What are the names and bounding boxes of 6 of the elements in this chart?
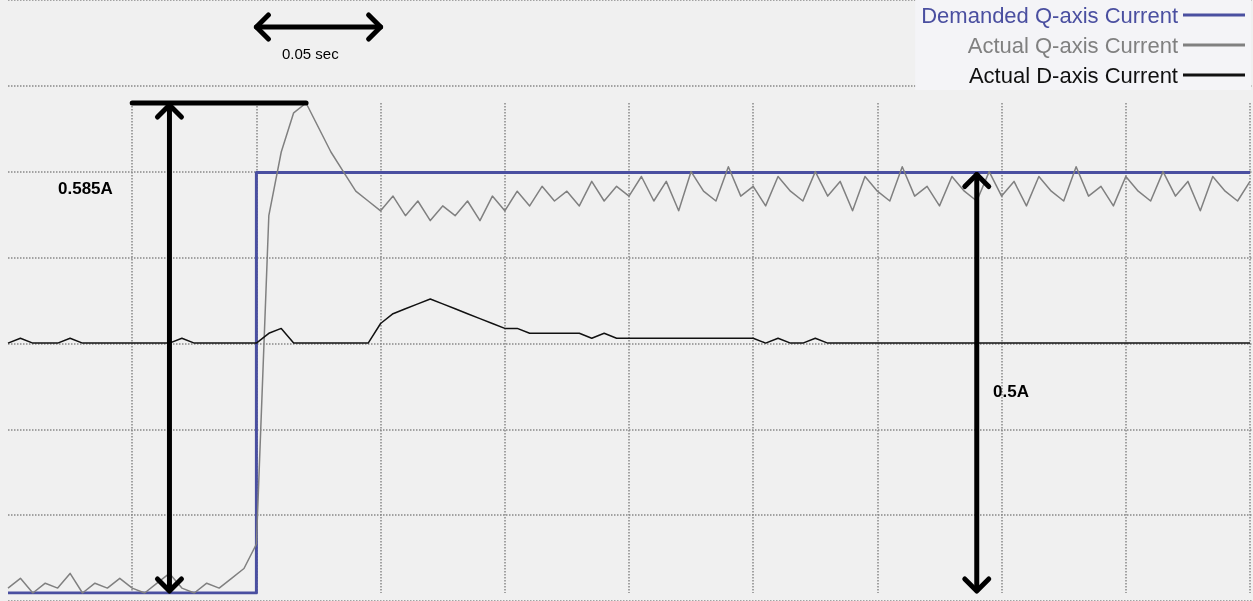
annotation: 0.585A bbox=[58, 179, 113, 198]
legend-label: Actual D-axis Current bbox=[968, 62, 1178, 88]
annotation: 0.5A bbox=[993, 382, 1029, 401]
legend-label: Demanded Q-axis Current bbox=[921, 2, 1178, 28]
text: 0.05 sec bbox=[282, 45, 340, 62]
legend-label: Actual Q-axis Current bbox=[967, 32, 1178, 58]
